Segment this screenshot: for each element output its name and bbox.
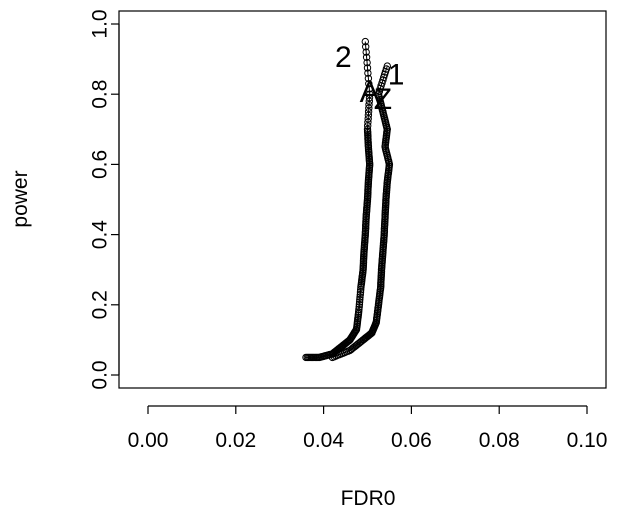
- y-tick-label: 0.2: [89, 290, 112, 319]
- data-point: [365, 97, 373, 105]
- data-point: [365, 94, 374, 102]
- data-point: [362, 48, 370, 56]
- series-layer: [302, 37, 394, 362]
- x-tick-label: 0.10: [567, 429, 608, 452]
- data-point: [365, 85, 373, 93]
- data-point: [356, 295, 364, 304]
- data-point: [355, 300, 364, 309]
- data-point: [363, 125, 372, 134]
- data-point: [365, 101, 373, 109]
- data-point: [364, 118, 372, 127]
- x-tick-label: 0.02: [215, 429, 256, 452]
- plot-frame: [118, 10, 607, 389]
- data-point: [363, 58, 371, 67]
- x-axis: 0.00 0.02 0.04 0.06 0.08 0.10: [128, 405, 608, 452]
- data-point: [363, 64, 372, 72]
- x-axis-label: FDR0: [341, 487, 396, 510]
- x-tick-label: 0.00: [128, 429, 169, 452]
- y-tick-label: 1.0: [89, 9, 112, 38]
- y-tick-label: 0.6: [89, 150, 112, 179]
- annotation-label: 2: [335, 41, 352, 74]
- data-point: [356, 293, 364, 301]
- y-tick-label: 0.8: [89, 80, 112, 109]
- x-tick-label: 0.04: [303, 429, 344, 452]
- y-tick-label: 0.4: [89, 220, 112, 250]
- data-point: [355, 298, 364, 306]
- series-2: [302, 37, 374, 362]
- x-tick-label: 0.08: [479, 429, 520, 452]
- data-point: [364, 108, 373, 116]
- data-point: [362, 43, 370, 51]
- data-point: [364, 69, 372, 77]
- annotation-label: A: [360, 76, 380, 109]
- data-point: [364, 74, 373, 83]
- data-point: [364, 111, 373, 120]
- annotation-layer: 1 2AZ: [335, 41, 404, 116]
- data-point: [365, 104, 373, 112]
- data-point: [364, 122, 372, 130]
- data-point: [383, 62, 391, 70]
- annotation-label: 1: [388, 58, 405, 91]
- data-point: [366, 90, 374, 98]
- data-point: [355, 308, 363, 316]
- data-point: [365, 80, 373, 88]
- data-point: [362, 53, 371, 61]
- y-axis-label: power: [9, 170, 32, 227]
- series-1: [328, 62, 394, 362]
- data-point: [355, 305, 363, 314]
- data-point: [356, 290, 364, 299]
- data-point: [361, 37, 369, 46]
- data-point: [364, 115, 372, 123]
- data-point: [355, 303, 363, 311]
- annotation-label: Z: [374, 83, 392, 116]
- x-tick-label: 0.06: [391, 429, 432, 452]
- y-tick-label: 0.0: [89, 360, 112, 389]
- y-axis: 0.0 0.2 0.4 0.6 0.8 1.0: [89, 9, 120, 390]
